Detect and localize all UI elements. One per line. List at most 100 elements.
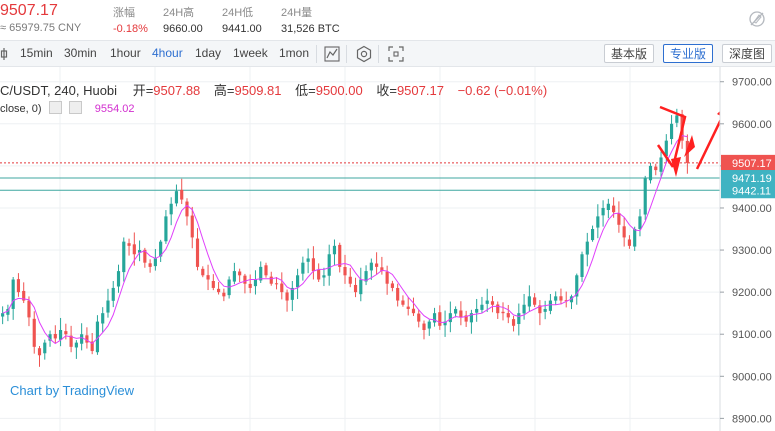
candle xyxy=(106,300,110,313)
indicator-icon[interactable] xyxy=(322,44,342,64)
timeframe-1week[interactable]: 1week xyxy=(233,46,268,60)
axis-tick-label: 9000.00 xyxy=(732,371,772,383)
candle xyxy=(554,296,558,301)
candle xyxy=(43,342,47,354)
candle xyxy=(37,348,42,356)
tradingview-watermark[interactable]: Chart by TradingView xyxy=(10,383,135,398)
candle xyxy=(48,334,52,341)
candle xyxy=(459,310,463,318)
candle xyxy=(348,276,352,284)
candle xyxy=(596,216,600,228)
stat-low: 24H低 9441.00 xyxy=(222,4,262,35)
candle xyxy=(443,321,447,326)
candle xyxy=(527,296,531,307)
hide-drawings-icon[interactable] xyxy=(748,10,766,28)
axis-tick-label: 9700.00 xyxy=(732,77,772,89)
candle xyxy=(132,244,136,255)
candle xyxy=(280,283,284,293)
candle xyxy=(222,292,226,297)
legend-low: 9500.00 xyxy=(315,83,363,98)
candle xyxy=(369,262,373,271)
price-axis[interactable] xyxy=(720,67,775,431)
candle xyxy=(64,331,68,335)
candle xyxy=(475,308,479,313)
stat-change: 涨幅 -0.18% xyxy=(113,4,148,35)
timeframe-1hour[interactable]: 1hour xyxy=(110,46,141,60)
toolbar-divider xyxy=(378,45,379,63)
candle xyxy=(317,269,321,280)
candle xyxy=(116,271,121,287)
timeframe-15min[interactable]: 15min xyxy=(20,46,53,60)
candle xyxy=(243,275,247,284)
stat-volume: 24H量 31,526 BTC xyxy=(281,4,340,35)
candle xyxy=(90,341,94,352)
price-label: 9471.19 xyxy=(732,173,772,185)
candle xyxy=(111,287,115,301)
candle xyxy=(332,245,337,255)
mode-basic-button[interactable]: 基本版 xyxy=(604,44,655,63)
fullscreen-icon[interactable] xyxy=(386,44,406,64)
timeframe-1day[interactable]: 1day xyxy=(195,46,222,60)
candle xyxy=(259,266,263,281)
candle xyxy=(480,304,484,310)
candle xyxy=(1,313,5,317)
candle xyxy=(211,281,215,288)
timeframe-1mon[interactable]: 1mon xyxy=(279,46,310,60)
legend-low-label: 低= xyxy=(295,83,316,98)
candle xyxy=(274,283,279,285)
last-price: 9507.17 xyxy=(0,2,58,19)
candle xyxy=(627,239,632,246)
candle xyxy=(427,321,431,329)
candle xyxy=(180,189,184,200)
candle xyxy=(327,254,331,276)
candle xyxy=(522,304,526,314)
candle xyxy=(548,300,552,311)
timeframe-4hour[interactable]: 4hour xyxy=(152,46,183,60)
ma-value: 9554.02 xyxy=(94,103,135,115)
candle xyxy=(643,178,647,215)
candle xyxy=(464,315,468,322)
candle xyxy=(143,249,147,263)
candle xyxy=(253,279,258,287)
timeframe-30min[interactable]: 30min xyxy=(64,46,97,60)
legend-high: 9509.81 xyxy=(234,83,282,98)
candle xyxy=(675,115,679,123)
price-label: 9507.17 xyxy=(732,158,772,170)
candle xyxy=(22,290,26,301)
stat-high: 24H高 9660.00 xyxy=(163,4,203,35)
candle xyxy=(454,308,458,314)
toolbar-divider xyxy=(316,45,317,63)
candlestick-series xyxy=(1,108,689,367)
candle xyxy=(306,258,310,262)
settings-icon[interactable] xyxy=(354,44,374,64)
candle xyxy=(190,215,194,238)
stat-value: 9660.00 xyxy=(163,23,203,35)
legend-symbol: C/USDT, 240, Huobi xyxy=(0,83,118,98)
candle xyxy=(285,292,289,301)
chart-type-icon[interactable] xyxy=(0,44,14,64)
price-chart[interactable]: 8900.00 9000.00 9100.00 9200.00 9300.00 9400.… xyxy=(0,67,775,431)
candle xyxy=(490,301,495,305)
candle xyxy=(301,262,305,274)
legend-close: 9507.17 xyxy=(396,83,444,98)
candle xyxy=(606,203,610,210)
mode-depth-button[interactable]: 深度图 xyxy=(722,44,773,63)
mode-pro-button[interactable]: 专业版 xyxy=(663,44,714,63)
cny-price: ≈ 65979.75 CNY xyxy=(0,22,82,34)
candle xyxy=(612,205,616,213)
arrow-line xyxy=(659,105,687,168)
close-icon[interactable] xyxy=(68,101,82,114)
candle xyxy=(638,216,642,230)
settings-icon[interactable] xyxy=(48,101,62,114)
moving-average-line xyxy=(2,135,688,345)
chart-toolbar: 15min 30min 1hour 4hour 1day 1week 1mon … xyxy=(0,40,775,67)
candle xyxy=(248,283,252,288)
ohlc-legend: C/USDT, 240, Huobi 开=9507.88 高=9509.81 低… xyxy=(0,80,557,99)
candle xyxy=(617,213,621,225)
axis-tick-label: 9400.00 xyxy=(732,203,772,215)
candle xyxy=(575,275,579,297)
candle xyxy=(217,288,221,293)
candle xyxy=(396,287,400,301)
candle xyxy=(138,250,142,253)
